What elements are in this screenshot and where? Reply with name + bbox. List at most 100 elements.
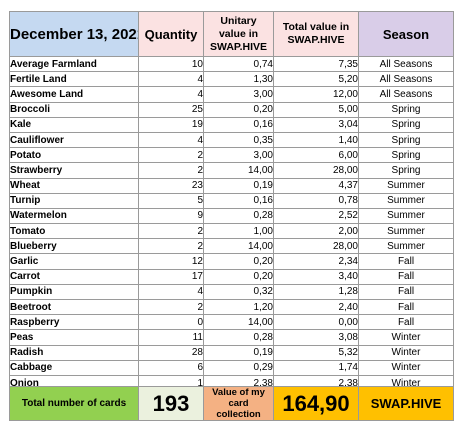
season-cell: Fall [358, 298, 454, 316]
table-row: Blueberry 2 14,00 28,00 Summer [9, 238, 454, 255]
total-value-cell: 2,40 [273, 298, 359, 316]
season-cell: Spring [358, 101, 454, 118]
unit-value-cell: 0,28 [203, 207, 274, 225]
table-row: Watermelon 9 0,28 2,52 Summer [9, 207, 454, 225]
card-name: Carrot [9, 268, 139, 285]
collection-value-label: Value of my card collection [203, 386, 274, 421]
table-row: Kale 19 0,16 3,04 Spring [9, 116, 454, 133]
unit-value-cell: 14,00 [203, 314, 274, 331]
total-value-cell: 0,78 [273, 192, 359, 209]
table-row: Cabbage 6 0,29 1,74 Winter [9, 359, 454, 376]
season-cell: Fall [358, 253, 454, 270]
quantity-cell: 12 [138, 253, 204, 270]
unit-value-cell: 0,19 [203, 177, 274, 194]
unit-value-cell: 0,20 [203, 268, 274, 285]
season-header: Season [358, 11, 454, 57]
table-row: Tomato 2 1,00 2,00 Summer [9, 223, 454, 240]
unit-value-cell: 1,00 [203, 223, 274, 240]
unit-value-cell: 0,19 [203, 344, 274, 361]
card-name: Cauliflower [9, 131, 139, 149]
unit-value-cell: 0,20 [203, 101, 274, 118]
season-cell: Summer [358, 223, 454, 240]
unit-value-cell: 0,32 [203, 283, 274, 301]
total-cards-label: Total number of cards [9, 386, 139, 421]
quantity-cell: 23 [138, 177, 204, 194]
quantity-cell: 2 [138, 223, 204, 240]
total-value-cell: 28,00 [273, 162, 359, 179]
table-row: Peas 11 0,28 3,08 Winter [9, 329, 454, 346]
collection-currency: SWAP.HIVE [358, 386, 454, 421]
quantity-cell: 5 [138, 192, 204, 209]
total-value-cell: 2,52 [273, 207, 359, 225]
unit-value-header: Unitary value in SWAP.HIVE [203, 11, 274, 57]
total-value-cell: 3,40 [273, 268, 359, 285]
unit-value-cell: 0,16 [203, 116, 274, 133]
total-value-cell: 3,04 [273, 116, 359, 133]
total-value-cell: 2,00 [273, 223, 359, 240]
season-cell: Summer [358, 238, 454, 255]
season-cell: Spring [358, 147, 454, 164]
season-cell: Summer [358, 177, 454, 194]
card-name: Cabbage [9, 359, 139, 376]
card-name: Kale [9, 116, 139, 133]
season-cell: Spring [358, 162, 454, 179]
quantity-cell: 11 [138, 329, 204, 346]
table-row: Raspberry 0 14,00 0,00 Fall [9, 314, 454, 331]
quantity-cell: 4 [138, 283, 204, 301]
quantity-header: Quantity [138, 11, 204, 57]
unit-value-cell: 0,35 [203, 131, 274, 149]
unit-value-cell: 0,28 [203, 329, 274, 346]
card-name: Turnip [9, 192, 139, 209]
summary-row: Total number of cards 193 Value of my ca… [9, 386, 454, 421]
card-name: Broccoli [9, 101, 139, 118]
season-cell: Fall [358, 314, 454, 331]
season-cell: Winter [358, 329, 454, 346]
season-cell: Summer [358, 192, 454, 209]
total-value-cell: 6,00 [273, 147, 359, 164]
card-name: Average Farmland [9, 55, 139, 73]
season-cell: Fall [358, 283, 454, 301]
total-value-cell: 4,37 [273, 177, 359, 194]
quantity-cell: 19 [138, 116, 204, 133]
collection-value-label-text: Value of my card collection [212, 387, 265, 420]
total-value-cell: 12,00 [273, 86, 359, 103]
table-row: Broccoli 25 0,20 5,00 Spring [9, 101, 454, 118]
table-row: Cauliflower 4 0,35 1,40 Spring [9, 131, 454, 149]
season-cell: Summer [358, 207, 454, 225]
quantity-cell: 9 [138, 207, 204, 225]
season-cell: Spring [358, 131, 454, 149]
quantity-cell: 4 [138, 86, 204, 103]
quantity-cell: 4 [138, 71, 204, 88]
quantity-cell: 0 [138, 314, 204, 331]
total-cards-value: 193 [138, 386, 204, 421]
quantity-cell: 2 [138, 147, 204, 164]
total-value-cell: 5,00 [273, 101, 359, 118]
quantity-cell: 4 [138, 131, 204, 149]
card-name: Raspberry [9, 314, 139, 331]
season-cell: Fall [358, 268, 454, 285]
unit-value-cell: 0,74 [203, 55, 274, 73]
table-row: Potato 2 3,00 6,00 Spring [9, 147, 454, 164]
total-value-cell: 5,32 [273, 344, 359, 361]
unit-value-cell: 14,00 [203, 238, 274, 255]
total-value-header-text: Total value in SWAP.HIVE [282, 21, 350, 46]
card-name: Pumpkin [9, 283, 139, 301]
total-value-cell: 0,00 [273, 314, 359, 331]
table-row: Wheat 23 0,19 4,37 Summer [9, 177, 454, 194]
unit-value-cell: 0,16 [203, 192, 274, 209]
card-name: Radish [9, 344, 139, 361]
total-value-header: Total value in SWAP.HIVE [273, 11, 359, 57]
table-row: Pumpkin 4 0,32 1,28 Fall [9, 283, 454, 301]
season-cell: All Seasons [358, 86, 454, 103]
season-cell: Winter [358, 359, 454, 376]
quantity-cell: 2 [138, 162, 204, 179]
season-cell: Winter [358, 344, 454, 361]
total-value-cell: 28,00 [273, 238, 359, 255]
total-value-cell: 7,35 [273, 55, 359, 73]
card-name: Potato [9, 147, 139, 164]
table-row: Average Farmland 10 0,74 7,35 All Seasons [9, 55, 454, 73]
table-row: Strawberry 2 14,00 28,00 Spring [9, 162, 454, 179]
unit-value-cell: 3,00 [203, 86, 274, 103]
date-header: December 13, 2021 [9, 11, 139, 57]
unit-value-cell: 1,30 [203, 71, 274, 88]
